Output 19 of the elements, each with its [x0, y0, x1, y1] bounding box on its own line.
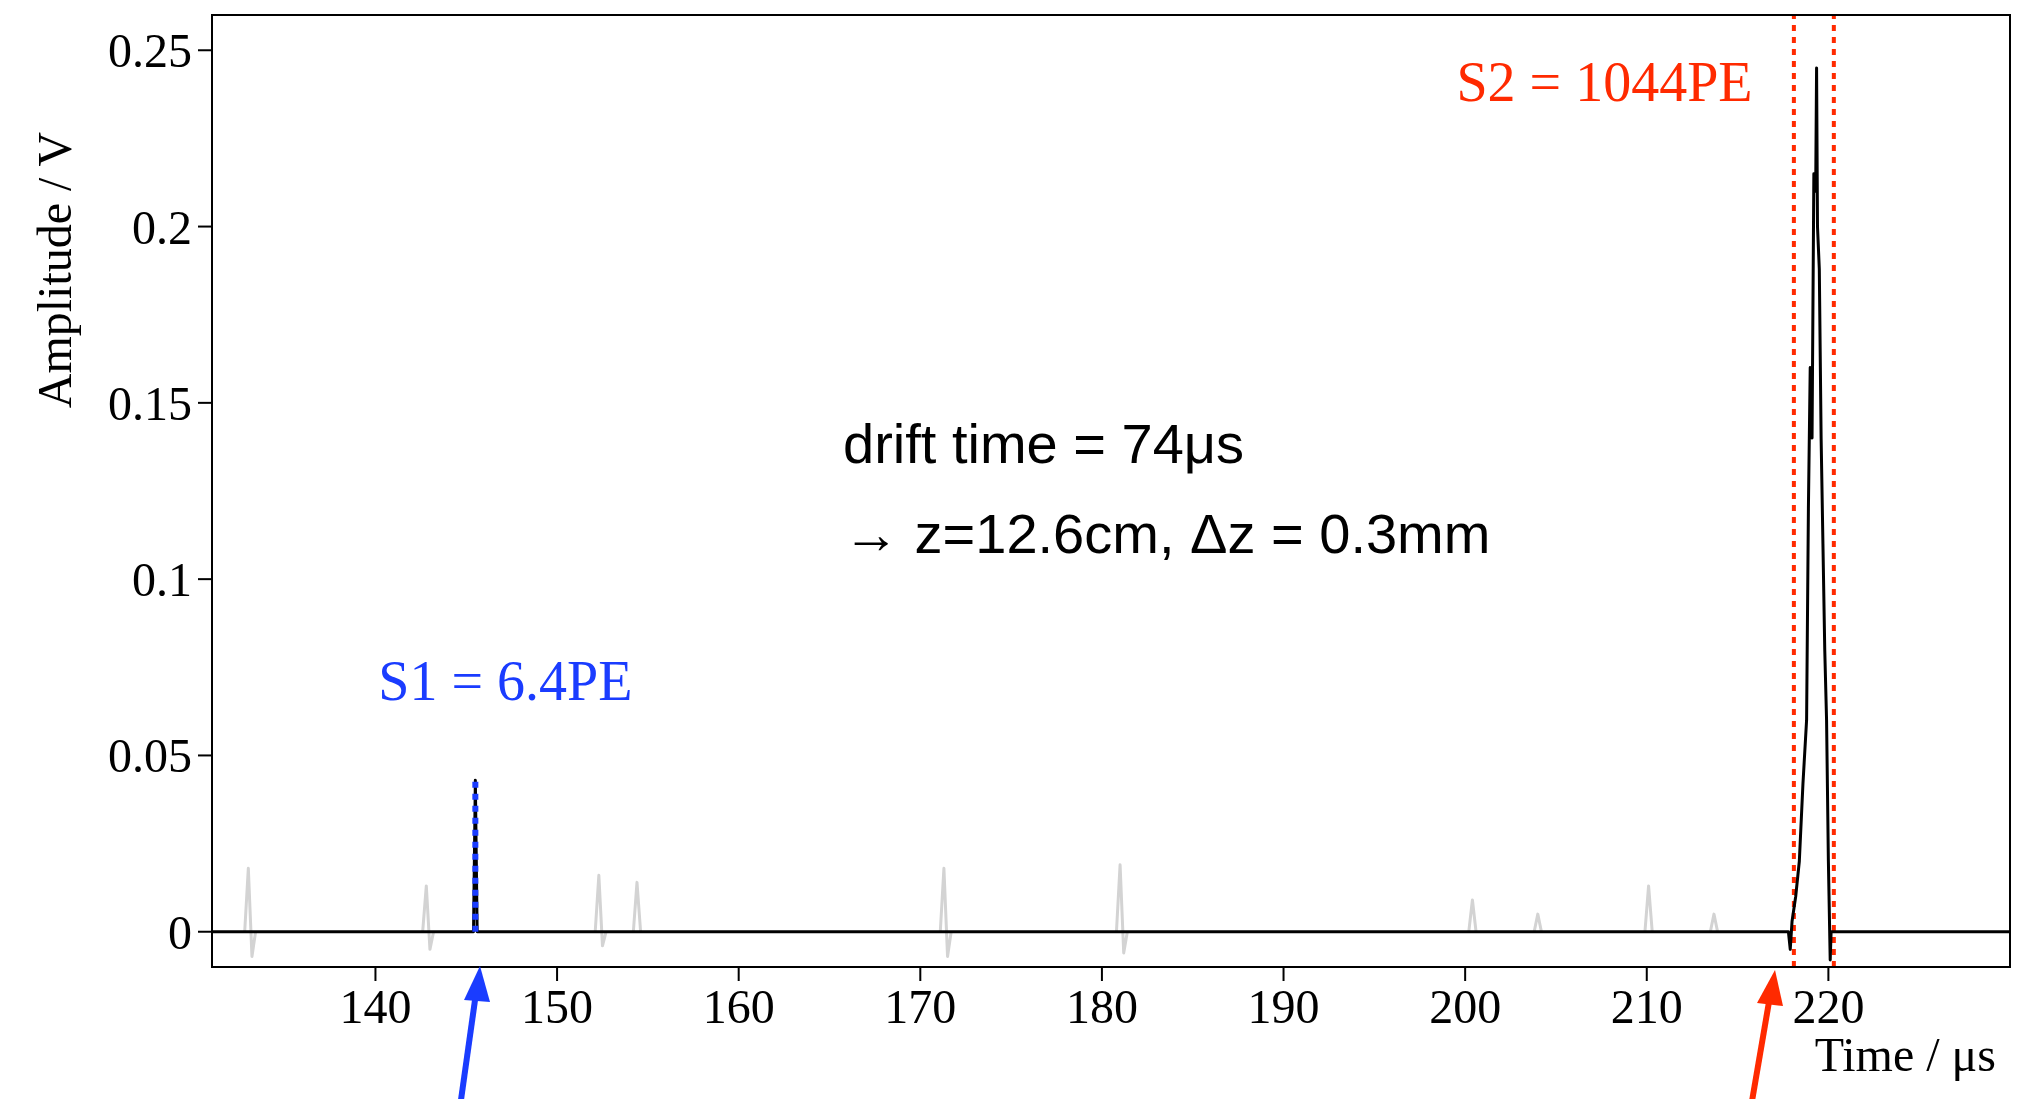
x-tick-label: 210 [1610, 980, 1683, 1034]
x-tick-label: 180 [1065, 980, 1138, 1034]
y-tick-label: 0.05 [108, 729, 192, 783]
x-tick-label: 150 [521, 980, 594, 1034]
y-tick-label: 0 [168, 905, 192, 959]
y-tick-label: 0.2 [132, 200, 192, 254]
annotation: → z=12.6cm, Δz = 0.3mm [843, 502, 1491, 565]
y-tick-label: 0.25 [108, 24, 192, 78]
x-tick-label: 140 [339, 980, 412, 1034]
y-axis-title: Amplitude / V [28, 131, 82, 409]
x-tick-label: 160 [702, 980, 775, 1034]
x-tick-label: 170 [884, 980, 957, 1034]
y-tick-label: 0.1 [132, 553, 192, 607]
y-tick-label: 0.15 [108, 376, 192, 430]
annotation: S2 = 1044PE [1456, 50, 1753, 113]
x-tick-label: 200 [1429, 980, 1502, 1034]
annotation: S1 = 6.4PE [378, 650, 633, 713]
annotation: drift time = 74μs [843, 412, 1245, 475]
x-tick-label: 190 [1247, 980, 1320, 1034]
